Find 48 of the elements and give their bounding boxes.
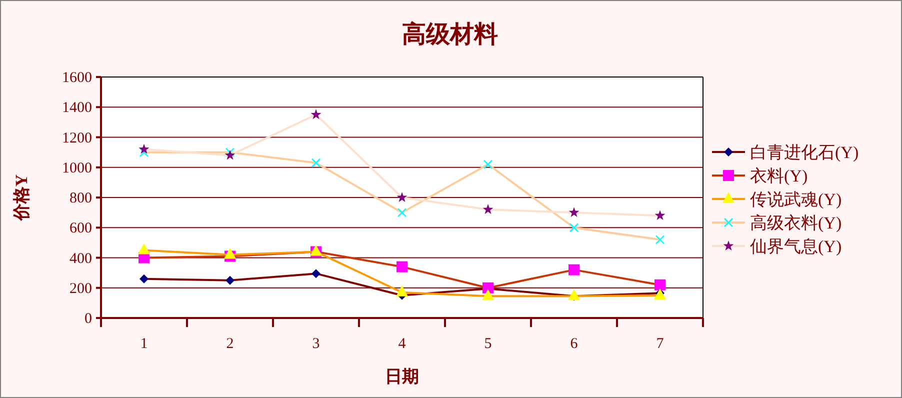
point xyxy=(569,222,579,232)
legend-label: 传说武魂(Y) xyxy=(750,190,842,209)
y-tick-label: 200 xyxy=(70,280,92,297)
y-tick-label: 1400 xyxy=(62,100,92,116)
point xyxy=(568,264,580,276)
y-axis-title: 价格Y xyxy=(12,174,31,222)
point xyxy=(482,289,494,300)
point xyxy=(654,210,666,220)
y-tick-label: 1200 xyxy=(62,130,92,146)
y-tick-label: 1600 xyxy=(62,70,92,86)
point xyxy=(483,160,493,170)
x-tick-label: 6 xyxy=(570,336,578,352)
legend-label: 衣料(Y) xyxy=(750,166,808,186)
x-tick-label: 3 xyxy=(312,336,320,352)
legend-label: 仙界气息(Y) xyxy=(750,237,842,256)
x-tick-label: 5 xyxy=(484,336,492,352)
point xyxy=(224,248,236,259)
point xyxy=(310,109,322,120)
point xyxy=(138,243,150,254)
y-tick-label: 600 xyxy=(70,220,92,237)
point xyxy=(396,285,408,296)
point xyxy=(568,289,580,300)
point xyxy=(396,261,408,272)
point xyxy=(312,269,320,278)
y-tick-label: 400 xyxy=(70,250,92,267)
legend-label: 白青进化石(Y) xyxy=(750,143,859,162)
point xyxy=(654,279,666,290)
legend-label: 高级衣料(Y) xyxy=(750,214,842,232)
y-tick-label: 1000 xyxy=(62,160,92,176)
chart-title: 高级材料 xyxy=(402,20,498,48)
x-tick-label: 1 xyxy=(140,336,148,352)
point xyxy=(655,235,665,244)
point xyxy=(140,274,148,284)
x-tick-label: 2 xyxy=(226,336,234,352)
point xyxy=(225,148,235,157)
point xyxy=(311,158,321,168)
x-axis-title: 日期 xyxy=(385,367,419,386)
point xyxy=(482,204,494,214)
x-tick-label: 7 xyxy=(656,336,664,352)
y-tick-label: 800 xyxy=(70,190,92,206)
point xyxy=(224,150,236,160)
x-tick-label: 4 xyxy=(398,336,406,352)
point xyxy=(568,207,580,218)
point xyxy=(396,192,408,202)
point xyxy=(138,144,150,154)
y-tick-label: 0 xyxy=(84,311,92,327)
point xyxy=(397,208,407,218)
point xyxy=(226,276,234,285)
